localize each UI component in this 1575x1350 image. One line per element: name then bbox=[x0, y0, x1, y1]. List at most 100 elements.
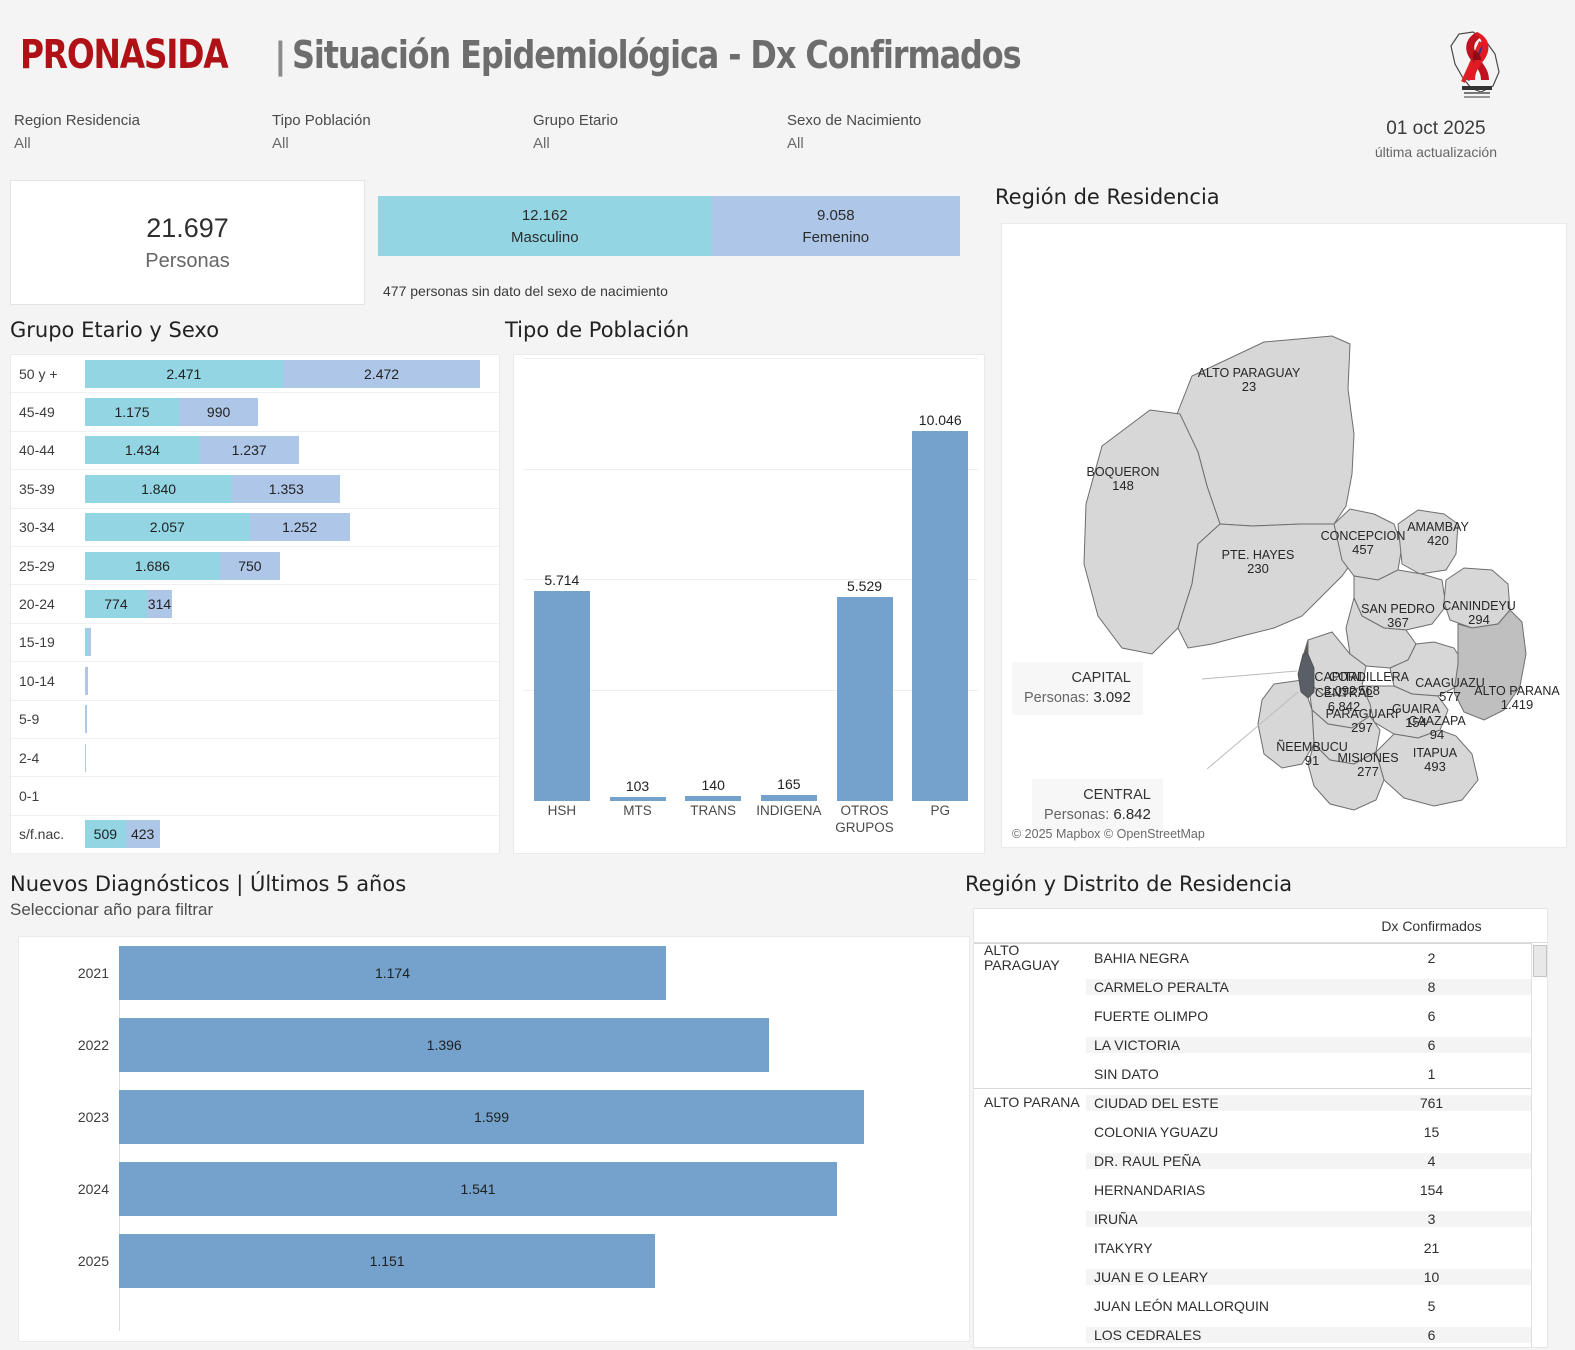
table-row[interactable]: SIN DATO 1 bbox=[974, 1059, 1547, 1088]
age-bar-femenino[interactable]: 750 bbox=[219, 551, 280, 580]
table-cell-value: 21 bbox=[1423, 1239, 1440, 1256]
map-region-label: MISIONES 277 bbox=[1337, 751, 1398, 780]
table-row[interactable]: IRUÑA 3 bbox=[974, 1204, 1547, 1233]
year-bar[interactable]: 1.151 bbox=[119, 1234, 656, 1288]
age-bar-masculino[interactable]: 509 bbox=[85, 820, 126, 849]
filter-3[interactable]: Grupo Etario All bbox=[533, 112, 618, 152]
year-bar[interactable]: 1.599 bbox=[119, 1090, 864, 1144]
population-bar[interactable] bbox=[533, 590, 590, 801]
table-row[interactable]: DR. RAUL PEÑA 4 bbox=[974, 1146, 1547, 1175]
table-row[interactable]: FUERTE OLIMPO 6 bbox=[974, 1001, 1547, 1030]
sex-segment-femenino[interactable]: 9.058 Femenino bbox=[711, 196, 960, 256]
age-bar-femenino[interactable]: 1.353 bbox=[232, 474, 341, 503]
new-diagnoses-panel-title: Nuevos Diagnósticos | Últimos 5 años bbox=[10, 872, 407, 896]
table-row[interactable]: LA VICTORIA 6 bbox=[974, 1030, 1547, 1059]
population-bar-column[interactable]: 5.714 bbox=[524, 359, 600, 801]
population-bar-column[interactable]: 165 bbox=[751, 359, 827, 801]
age-bar-masculino[interactable]: 774 bbox=[85, 590, 147, 619]
year-bar[interactable]: 1.174 bbox=[119, 946, 666, 1000]
filter-value[interactable]: All bbox=[533, 135, 550, 152]
age-group-row[interactable]: 40-44 1.434 1.237 bbox=[11, 432, 499, 471]
table-row[interactable]: JUAN LEÓN MALLORQUIN 5 bbox=[974, 1291, 1547, 1320]
population-bar[interactable] bbox=[685, 795, 742, 801]
population-axis-tick: HSH bbox=[547, 803, 577, 818]
age-bar-masculino[interactable]: 1.434 bbox=[85, 436, 200, 465]
age-bar-masculino[interactable]: 1.840 bbox=[85, 474, 233, 503]
population-bar[interactable] bbox=[760, 794, 817, 801]
table-scrollbar-thumb[interactable] bbox=[1533, 945, 1547, 977]
age-bar-femenino[interactable] bbox=[85, 705, 87, 734]
filter-4[interactable]: Sexo de Nacimiento All bbox=[787, 112, 921, 152]
table-scrollbar[interactable] bbox=[1531, 943, 1547, 1347]
table-row[interactable]: HERNANDARIAS 154 bbox=[974, 1175, 1547, 1204]
population-bar[interactable] bbox=[836, 597, 893, 801]
age-bar-masculino[interactable] bbox=[85, 628, 89, 657]
age-group-row[interactable]: 0-1 bbox=[11, 777, 499, 816]
map-region-value: 6.842 bbox=[1327, 699, 1361, 715]
year-bar-row[interactable]: 2025 1.151 bbox=[19, 1225, 969, 1297]
year-bar[interactable]: 1.396 bbox=[119, 1018, 770, 1072]
age-group-row[interactable]: s/f.nac. 509 423 bbox=[11, 816, 499, 855]
table-row[interactable]: JUAN E O LEARY 10 bbox=[974, 1262, 1547, 1291]
population-bar-column[interactable]: 10.046 bbox=[902, 359, 978, 801]
age-bar-femenino[interactable] bbox=[85, 743, 87, 772]
region-choropleth-map[interactable]: ALTO PARAGUAY 23 BOQUERON 148 PTE. HAYES 230 C… bbox=[1001, 223, 1567, 848]
population-bar[interactable] bbox=[609, 797, 666, 801]
age-bar-masculino[interactable]: 2.471 bbox=[85, 359, 283, 388]
age-bar-femenino[interactable] bbox=[88, 628, 92, 657]
year-bar-row[interactable]: 2021 1.174 bbox=[19, 937, 969, 1009]
age-bar-femenino[interactable]: 1.237 bbox=[199, 436, 299, 465]
age-bar-femenino[interactable]: 314 bbox=[146, 590, 173, 619]
population-bar[interactable] bbox=[912, 430, 969, 801]
total-persons-label: Personas bbox=[145, 249, 230, 272]
table-row[interactable]: COLONIA YGUAZU 15 bbox=[974, 1117, 1547, 1146]
age-bar-femenino[interactable]: 423 bbox=[125, 820, 160, 849]
age-bar-femenino[interactable]: 1.252 bbox=[249, 513, 350, 542]
sex-segment-masculino[interactable]: 12.162 Masculino bbox=[378, 196, 712, 256]
map-region-value: 1.419 bbox=[1500, 697, 1534, 713]
age-bar-masculino[interactable]: 2.057 bbox=[85, 513, 250, 542]
age-group-row[interactable]: 45-49 1.175 990 bbox=[11, 393, 499, 432]
filter-value[interactable]: All bbox=[14, 135, 31, 152]
age-group-row[interactable]: 15-19 bbox=[11, 624, 499, 663]
population-bar-column[interactable]: 103 bbox=[600, 359, 676, 801]
table-row[interactable]: ALTO PARANA CIUDAD DEL ESTE 761 bbox=[974, 1088, 1547, 1117]
age-group-row[interactable]: 10-14 bbox=[11, 662, 499, 701]
age-bar-masculino[interactable]: 1.175 bbox=[85, 398, 179, 427]
population-bar-column[interactable]: 140 bbox=[675, 359, 751, 801]
year-bar-row[interactable]: 2024 1.541 bbox=[19, 1153, 969, 1225]
age-bar-masculino[interactable]: 1.686 bbox=[85, 551, 220, 580]
map-region-value: 457 bbox=[1352, 542, 1374, 558]
filter-value[interactable]: All bbox=[787, 135, 804, 152]
year-label: 2025 bbox=[77, 1253, 109, 1269]
map-region-label: PTE. HAYES 230 bbox=[1222, 548, 1295, 577]
table-cell-value: 1 bbox=[1427, 1065, 1436, 1082]
table-row[interactable]: CARMELO PERALTA 8 bbox=[974, 972, 1547, 1001]
age-group-row[interactable]: 2-4 bbox=[11, 739, 499, 778]
filter-1[interactable]: Region Residencia All bbox=[14, 112, 140, 152]
table-cell-district: FUERTE OLIMPO bbox=[1094, 1007, 1209, 1024]
age-group-row[interactable]: 20-24 774 314 bbox=[11, 585, 499, 624]
age-bar-femenino[interactable] bbox=[85, 666, 88, 695]
filter-2[interactable]: Tipo Población All bbox=[272, 112, 371, 152]
table-row[interactable]: ALTO PARAGUAY BAHIA NEGRA 2 bbox=[974, 942, 1547, 973]
age-group-row[interactable]: 25-29 1.686 750 bbox=[11, 547, 499, 586]
population-bar-value: 140 bbox=[701, 776, 725, 793]
age-group-row[interactable]: 50 y + 2.471 2.472 bbox=[11, 355, 499, 394]
dashboard-header: PRONASIDA | Situación Epidemiológica - D… bbox=[0, 0, 1575, 170]
age-bar-femenino[interactable]: 990 bbox=[179, 398, 259, 427]
population-bar-column[interactable]: 5.529 bbox=[827, 359, 903, 801]
age-group-row[interactable]: 30-34 2.057 1.252 bbox=[11, 509, 499, 547]
gridline bbox=[524, 689, 978, 691]
table-row[interactable]: ITAKYRY 21 bbox=[974, 1233, 1547, 1262]
year-bar[interactable]: 1.541 bbox=[119, 1162, 837, 1216]
year-bar-row[interactable]: 2023 1.599 bbox=[19, 1081, 969, 1153]
age-group-row[interactable]: 5-9 bbox=[11, 701, 499, 739]
map-region-label: PARAGUARI 297 bbox=[1326, 707, 1399, 736]
year-bar-row[interactable]: 2022 1.396 bbox=[19, 1009, 969, 1081]
table-row[interactable]: LOS CEDRALES 6 bbox=[974, 1320, 1547, 1347]
age-bar-femenino[interactable]: 2.472 bbox=[282, 359, 481, 388]
age-group-row[interactable]: 35-39 1.840 1.353 bbox=[11, 470, 499, 509]
filter-value[interactable]: All bbox=[272, 135, 289, 152]
gridline bbox=[524, 358, 978, 359]
